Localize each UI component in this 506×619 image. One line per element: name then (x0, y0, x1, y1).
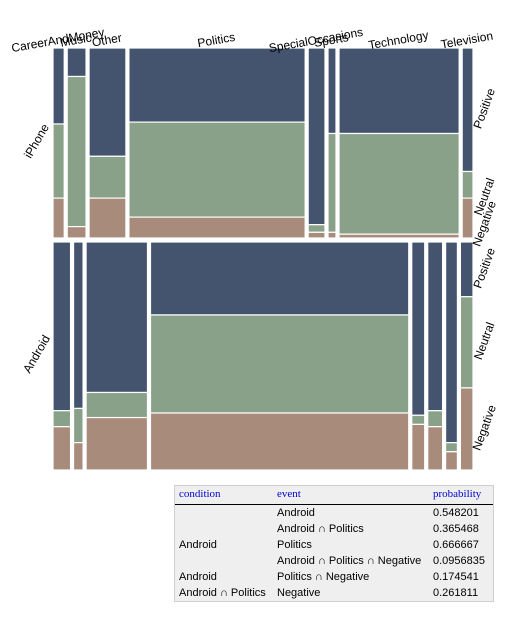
table-header-row: condition event probability (175, 486, 493, 505)
column-label-politics: Politics (196, 30, 236, 50)
condition-cell: Android (179, 571, 217, 583)
tile-iphone-other-neutral (88, 155, 127, 199)
tile-iphone-career-and-money-neutral (52, 123, 65, 199)
condition-cell: Android (179, 539, 217, 551)
table-row: Android ∩ Politics Negative 0.261811 (175, 585, 493, 601)
column-label-other: Other (91, 31, 123, 50)
tile-android-politics-neutral (149, 314, 410, 414)
table-row: Android ∩ Politics ∩ Negative 0.0956835 (175, 553, 493, 569)
tile-iphone-television-negative (461, 197, 474, 239)
tile-iphone-music-positive (66, 47, 87, 78)
table-row: Android ∩ Politics 0.365468 (175, 521, 493, 537)
tile-android-special-occasions-positive (411, 241, 426, 416)
tile-iphone-other-positive (88, 47, 127, 157)
event-cell: Negative (277, 587, 321, 599)
event-cell: Android (277, 507, 315, 519)
table-row: Android Politics ∩ Negative 0.174541 (175, 569, 493, 585)
tile-iphone-sports-negative (327, 231, 337, 239)
tile-iphone-special-occasions-neutral (307, 224, 326, 233)
tile-iphone-politics-negative (128, 216, 306, 239)
condition-cell (175, 553, 273, 569)
tile-android-other-negative (85, 416, 149, 471)
segment-label-iphone-positive: Positive (470, 86, 498, 131)
tile-android-technology-neutral (444, 442, 459, 453)
event-cell: Android ∩ Politics (277, 523, 364, 535)
probability-cell: 0.0956835 (433, 555, 485, 567)
tile-android-television-negative (459, 387, 474, 471)
tile-android-career-and-money-negative (52, 426, 72, 471)
tile-android-other-neutral (85, 391, 149, 419)
tile-android-music-neutral (72, 407, 84, 444)
tile-iphone-technology-neutral (338, 132, 460, 235)
event-cell: Android ∩ Politics ∩ Negative (277, 555, 422, 567)
tile-android-politics-negative (149, 412, 410, 471)
segment-label-android-neutral: Neutral (471, 320, 497, 361)
tile-android-television-neutral (459, 296, 474, 389)
tile-android-sports-negative (427, 426, 444, 471)
tile-android-career-and-money-positive (52, 241, 72, 412)
tile-iphone-music-neutral (66, 75, 87, 228)
tile-iphone-career-and-money-positive (52, 47, 65, 125)
probability-cell: 0.666667 (433, 539, 479, 551)
row-label-iphone: iPhone (21, 121, 52, 161)
condition-header: condition (175, 486, 273, 505)
table-row: Android 0.548201 (175, 505, 493, 522)
tile-iphone-television-positive (461, 47, 474, 173)
tile-android-other-positive (85, 241, 149, 394)
probability-cell: 0.261811 (433, 587, 479, 599)
tile-iphone-politics-positive (128, 47, 306, 123)
tile-android-sports-positive (427, 241, 444, 412)
condition-cell (175, 521, 273, 537)
tile-iphone-other-negative (88, 197, 127, 239)
tile-android-special-occasions-negative (411, 423, 426, 471)
probability-header: probability (429, 486, 493, 505)
segment-label-android-negative: Negative (470, 403, 499, 453)
table-row: Android Politics 0.666667 (175, 537, 493, 553)
tile-iphone-sports-positive (327, 47, 337, 135)
tile-android-career-and-money-neutral (52, 410, 72, 428)
column-label-music: Music (59, 30, 92, 49)
tile-android-sports-neutral (427, 410, 444, 428)
tile-iphone-special-occasions-positive (307, 47, 326, 226)
condition-cell (175, 505, 273, 522)
event-cell: Politics (277, 539, 312, 551)
tile-android-technology-negative (444, 451, 459, 471)
tile-android-music-positive (72, 241, 84, 410)
tile-iphone-technology-positive (338, 47, 460, 135)
row-label-android: Android (20, 333, 53, 376)
tile-android-technology-positive (444, 241, 459, 444)
tile-android-television-positive (459, 241, 474, 298)
tile-android-special-occasions-neutral (411, 414, 426, 425)
tile-iphone-sports-neutral (327, 132, 337, 233)
tile-iphone-television-neutral (461, 170, 474, 199)
tile-iphone-politics-neutral (128, 121, 306, 218)
column-label-sports: Sports (313, 30, 350, 50)
tile-iphone-career-and-money-negative (52, 197, 65, 239)
tile-iphone-music-negative (66, 226, 87, 239)
probability-cell: 0.174541 (433, 571, 479, 583)
segment-label-android-positive: Positive (470, 246, 498, 291)
probability-cell: 0.365468 (433, 523, 479, 535)
event-cell: Politics ∩ Negative (277, 571, 370, 583)
event-header: event (273, 486, 429, 505)
condition-cell: Android ∩ Politics (179, 587, 266, 599)
probability-cell: 0.548201 (433, 507, 479, 519)
tile-android-music-negative (72, 442, 84, 471)
probability-table: condition event probability Android 0.54… (174, 485, 494, 602)
tile-iphone-technology-negative (338, 233, 460, 239)
tile-android-politics-positive (149, 241, 410, 316)
tile-iphone-special-occasions-negative (307, 231, 326, 239)
